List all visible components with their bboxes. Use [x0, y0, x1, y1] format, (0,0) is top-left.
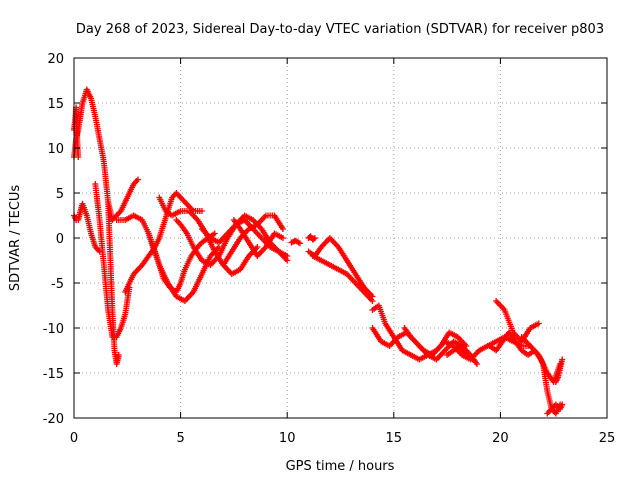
x-tick-label: 0	[70, 431, 78, 446]
y-axis-label: SDTVAR / TECUs	[8, 185, 23, 292]
data-point-plus	[115, 352, 122, 358]
data-point-plus	[211, 230, 218, 237]
y-tick-label: 20	[47, 52, 64, 67]
series-arc-27	[552, 356, 566, 385]
series-arc-5	[105, 176, 141, 223]
series-arc-4	[92, 181, 133, 340]
y-tick-label: 0	[56, 232, 64, 247]
grid-lines	[74, 58, 607, 418]
data-point-plus	[134, 176, 141, 183]
series-arc-21	[444, 343, 476, 363]
y-tick-label: 10	[47, 142, 64, 157]
series-arc-23	[493, 298, 542, 345]
data-point-plus	[473, 361, 480, 367]
x-axis-label: GPS time / hours	[286, 459, 395, 474]
axis-ticks	[73, 57, 608, 419]
series-arc-25	[476, 334, 534, 354]
series-arc-8	[145, 230, 218, 295]
y-tick-label: -15	[43, 367, 64, 382]
data-point-plus	[559, 356, 566, 363]
data-point-plus	[198, 208, 205, 214]
series-arc-13	[230, 217, 286, 259]
data-point-plus	[311, 235, 318, 241]
data-point-plus	[75, 154, 82, 160]
data-point-plus	[369, 298, 376, 304]
chart-title: Day 268 of 2023, Sidereal Day-to-day VTE…	[76, 22, 604, 37]
series-arc-26	[544, 401, 566, 417]
series-arc-3	[71, 200, 103, 255]
series-arc-12	[220, 212, 286, 268]
data-point-plus	[469, 356, 476, 363]
series-arc-14	[305, 235, 376, 300]
data-point-plus	[284, 253, 291, 259]
data-point-plus	[279, 235, 286, 241]
plot-frame	[73, 57, 608, 419]
y-tick-label: -5	[51, 277, 64, 292]
x-tick-label: 15	[386, 431, 403, 446]
data-point-plus	[559, 401, 566, 408]
x-tick-label: 20	[492, 431, 509, 446]
y-tick-label: 15	[47, 97, 64, 112]
y-tick-label: -20	[43, 412, 64, 427]
data-point-plus	[310, 235, 317, 242]
data-point-plus	[535, 320, 542, 327]
data-point-plus	[279, 226, 286, 232]
x-tick-label: 10	[279, 431, 296, 446]
data-point-plus	[527, 343, 534, 349]
data-points	[71, 86, 566, 417]
y-tick-label: -10	[43, 322, 64, 337]
data-point-plus	[296, 240, 303, 247]
tick-labels: 0 5 10 15 20 25 -20 -15 -10 -5 0 5 10 15 20	[43, 52, 616, 446]
y-tick-label: 5	[56, 187, 64, 202]
data-point-plus	[254, 244, 261, 250]
x-tick-label: 5	[176, 431, 184, 446]
series-arc-16	[309, 253, 376, 304]
series-arc-15	[288, 237, 303, 247]
series-arc-17	[305, 233, 318, 243]
series-arc-6	[122, 190, 205, 295]
x-tick-label: 25	[599, 431, 616, 446]
